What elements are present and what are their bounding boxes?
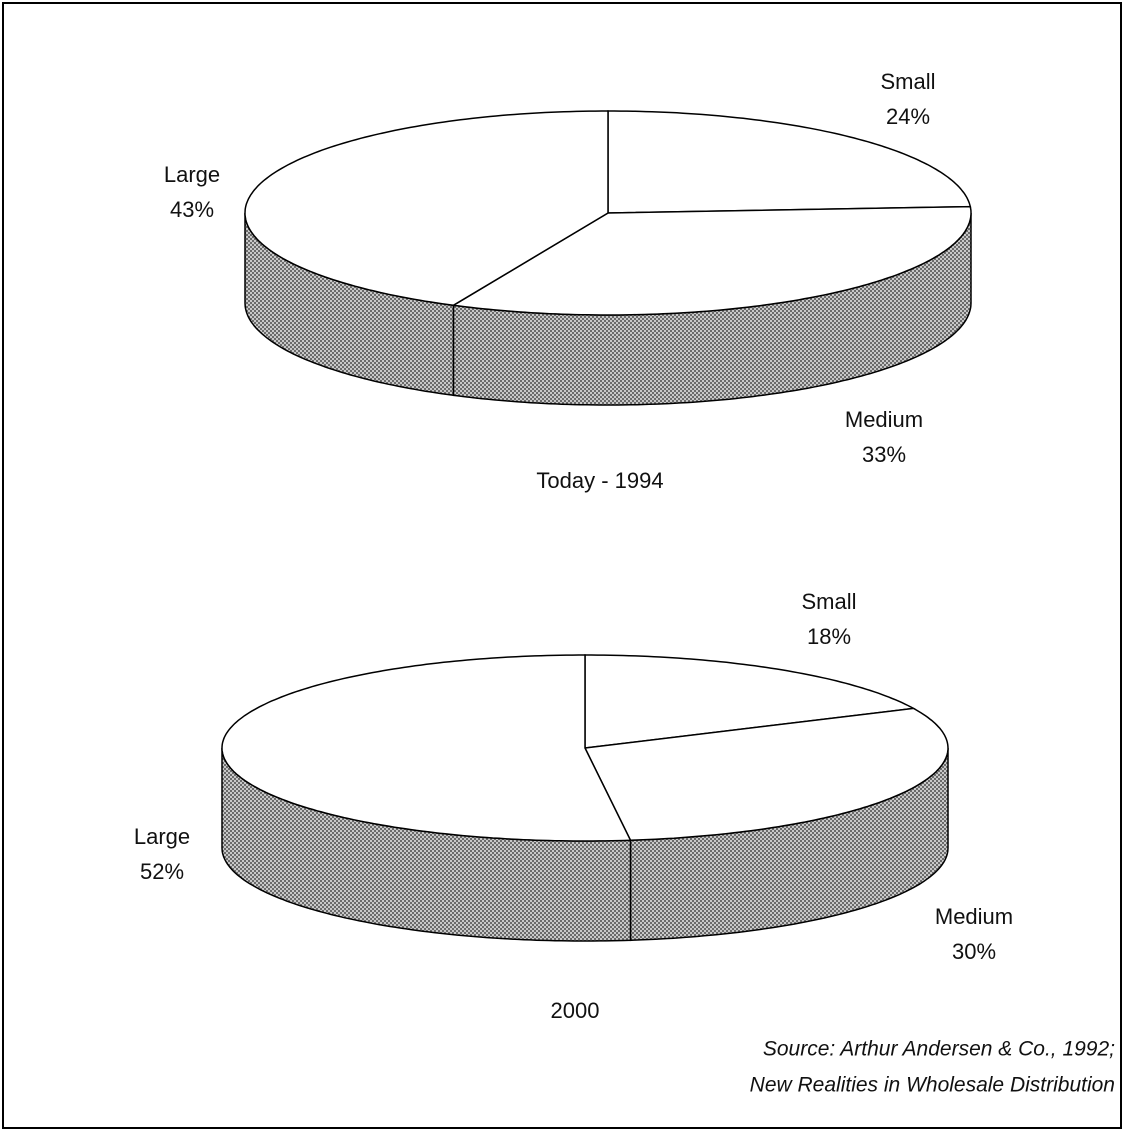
pie-slice bbox=[607, 110, 972, 214]
value-label: 24% bbox=[886, 104, 930, 129]
source: New Realities in Wholesale Distribution bbox=[750, 1074, 1115, 1097]
pie-slice bbox=[451, 205, 972, 316]
pie-slice bbox=[583, 707, 949, 842]
slice-label: Medium bbox=[845, 407, 923, 432]
value-label: 52% bbox=[140, 859, 184, 884]
source: Source: Arthur Andersen & Co., 1992; bbox=[763, 1038, 1115, 1061]
value-label: 30% bbox=[952, 939, 996, 964]
slice-label: Small bbox=[801, 589, 856, 614]
value-label: 18% bbox=[807, 624, 851, 649]
slice-label: Small bbox=[880, 69, 935, 94]
chart-title: Today - 1994 bbox=[536, 468, 663, 493]
pie-slice bbox=[244, 110, 609, 307]
pie-slice bbox=[584, 654, 916, 749]
slice-label: Medium bbox=[935, 904, 1013, 929]
slice-label: Large bbox=[164, 162, 220, 187]
value-label: 33% bbox=[862, 442, 906, 467]
value-label: 43% bbox=[170, 197, 214, 222]
slice-label: Large bbox=[134, 824, 190, 849]
chart-title: 2000 bbox=[551, 998, 600, 1023]
pie-slice bbox=[221, 654, 632, 842]
